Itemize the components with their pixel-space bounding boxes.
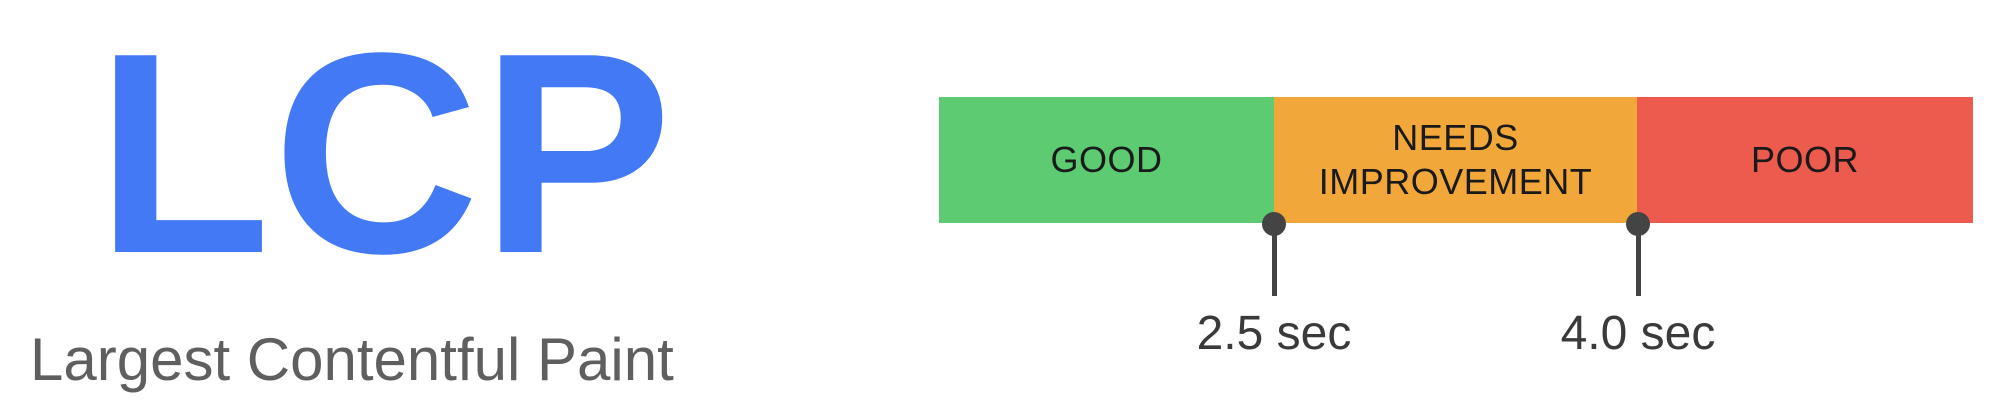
threshold-label-2-5: 2.5 sec <box>1196 307 1352 360</box>
threshold-scale-bar: GOOD NEEDS IMPROVEMENT POOR <box>939 97 1973 223</box>
segment-needs-improvement: NEEDS IMPROVEMENT <box>1274 97 1637 223</box>
metric-acronym: LCP <box>96 0 674 313</box>
threshold-dot <box>1626 212 1650 236</box>
segment-good: GOOD <box>939 97 1274 223</box>
threshold-line <box>1272 224 1277 296</box>
threshold-label-4-0: 4.0 sec <box>1560 307 1716 360</box>
segment-poor: POOR <box>1637 97 1973 223</box>
segment-good-label: GOOD <box>1050 139 1163 181</box>
threshold-dot <box>1262 212 1286 236</box>
metric-full-name: Largest Contentful Paint <box>30 326 674 393</box>
segment-poor-label: POOR <box>1750 139 1859 181</box>
segment-needs-improvement-label: NEEDS IMPROVEMENT <box>1318 117 1593 202</box>
threshold-line <box>1636 224 1641 296</box>
